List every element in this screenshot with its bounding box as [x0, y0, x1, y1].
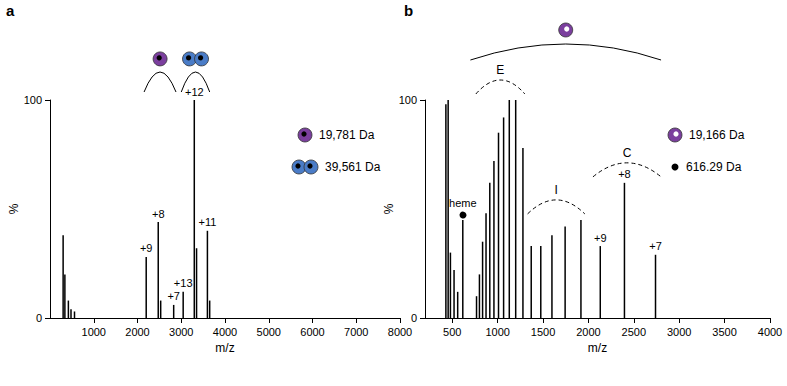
svg-text:m/z: m/z	[215, 341, 234, 355]
svg-text:+13: +13	[174, 277, 193, 289]
svg-text:1000: 1000	[82, 326, 106, 338]
svg-text:+11: +11	[198, 216, 216, 228]
svg-text:3000: 3000	[169, 326, 193, 338]
svg-text:0: 0	[36, 312, 42, 324]
svg-text:1000: 1000	[485, 326, 509, 338]
svg-text:I: I	[555, 183, 558, 197]
svg-text:616.29 Da: 616.29 Da	[686, 160, 742, 174]
svg-text:+12: +12	[185, 86, 204, 98]
svg-text:39,561 Da: 39,561 Da	[325, 160, 381, 174]
svg-text:100: 100	[399, 94, 417, 106]
svg-text:E: E	[496, 63, 504, 77]
svg-text:+8: +8	[152, 208, 165, 220]
svg-text:500: 500	[443, 326, 461, 338]
svg-text:3000: 3000	[667, 326, 691, 338]
svg-text:100: 100	[24, 94, 42, 106]
svg-text:5000: 5000	[257, 326, 281, 338]
svg-text:m/z: m/z	[588, 341, 607, 355]
svg-text:3500: 3500	[712, 326, 736, 338]
svg-text:6000: 6000	[300, 326, 324, 338]
svg-text:7000: 7000	[344, 326, 368, 338]
svg-text:2500: 2500	[622, 326, 646, 338]
svg-text:8000: 8000	[388, 326, 412, 338]
svg-text:%: %	[382, 203, 396, 214]
svg-text:4000: 4000	[213, 326, 237, 338]
svg-text:heme: heme	[449, 197, 477, 209]
svg-text:+8: +8	[618, 168, 631, 180]
svg-text:b: b	[404, 2, 413, 19]
svg-text:+9: +9	[594, 232, 607, 244]
svg-text:4000: 4000	[758, 326, 782, 338]
svg-text:+9: +9	[140, 242, 153, 254]
svg-text:%: %	[7, 203, 21, 214]
svg-text:2000: 2000	[576, 326, 600, 338]
svg-text:a: a	[6, 2, 15, 19]
svg-text:19,166 Da: 19,166 Da	[689, 128, 745, 142]
svg-text:2000: 2000	[125, 326, 149, 338]
svg-text:19,781 Da: 19,781 Da	[319, 128, 375, 142]
svg-text:+7: +7	[649, 240, 662, 252]
svg-text:C: C	[623, 146, 632, 160]
svg-text:1500: 1500	[531, 326, 555, 338]
svg-text:0: 0	[411, 312, 417, 324]
svg-text:+7: +7	[167, 290, 180, 302]
